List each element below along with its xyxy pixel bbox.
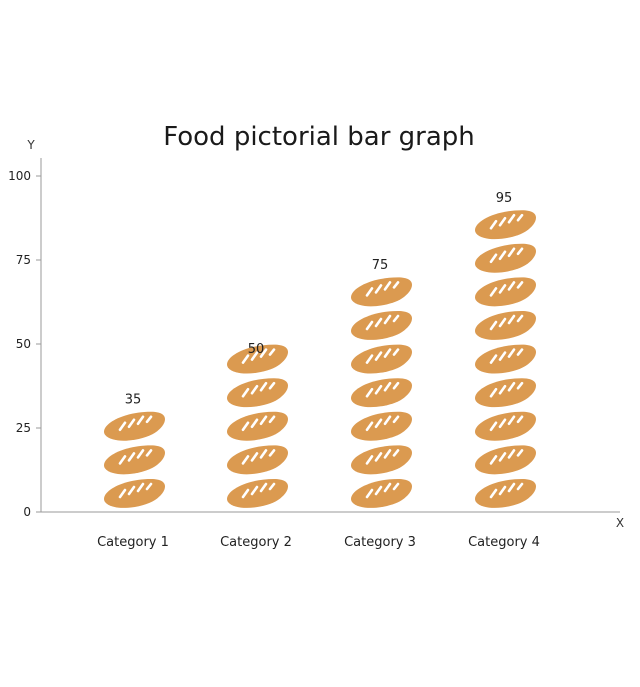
bread-loaf-icon: [349, 444, 414, 476]
bread-loaf-icon: [473, 208, 538, 241]
bread-loaf-icon: [349, 376, 414, 409]
bread-loaf-icon: [225, 444, 290, 476]
bread-loaf-icon: [473, 343, 538, 375]
bread-loaf-icon: [349, 309, 414, 342]
category-labels: Category 1 Category 2 Category 3 Category 4: [97, 535, 540, 550]
bread-loaf-icon: [349, 410, 414, 443]
bar: [349, 276, 414, 510]
y-tick-label: 0: [23, 505, 31, 519]
y-tick-label: 25: [16, 421, 31, 435]
bar: [225, 343, 290, 510]
bars: [102, 208, 538, 510]
bar: [473, 208, 538, 510]
category-label: Category 4: [468, 535, 540, 550]
bread-loaf-icon: [102, 477, 167, 510]
bar: [102, 410, 167, 510]
bread-loaf-icon: [473, 376, 538, 409]
bread-loaf-icon: [349, 276, 414, 308]
bread-loaf-icon: [473, 276, 538, 308]
bread-loaf-icon: [225, 477, 290, 510]
chart-title: Food pictorial bar graph: [163, 122, 475, 152]
value-label: 50: [248, 342, 265, 357]
value-label: 35: [125, 392, 142, 407]
bread-loaf-icon: [102, 444, 167, 476]
bread-loaf-icon: [349, 343, 414, 375]
y-tick-label: 50: [16, 337, 31, 351]
y-tick-label: 100: [8, 169, 31, 183]
axes: Y X: [26, 138, 624, 530]
bread-loaf-icon: [473, 410, 538, 443]
y-ticks: 0 25 50 75 100: [8, 169, 41, 519]
x-axis-label: X: [616, 516, 624, 530]
category-label: Category 3: [344, 535, 416, 550]
y-tick-label: 75: [16, 253, 31, 267]
bread-loaf-icon: [473, 444, 538, 476]
bread-loaf-icon: [473, 477, 538, 510]
bread-loaf-icon: [102, 410, 167, 443]
bread-loaf-icon: [225, 410, 290, 443]
category-label: Category 2: [220, 535, 292, 550]
bread-loaf-icon: [349, 477, 414, 510]
category-label: Category 1: [97, 535, 169, 550]
bread-loaf-icon: [473, 242, 538, 275]
value-label: 95: [496, 191, 513, 206]
bread-loaf-icon: [225, 376, 290, 409]
y-axis-label: Y: [26, 138, 35, 152]
bread-loaf-icon: [473, 309, 538, 342]
value-label: 75: [372, 258, 389, 273]
value-labels: 35 50 75 95: [125, 191, 513, 408]
